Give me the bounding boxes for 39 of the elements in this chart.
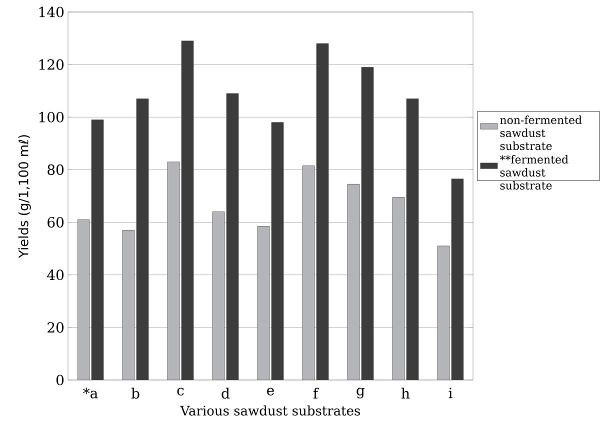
legend-label: non-fermented sawdust substrate (500, 116, 582, 150)
bar (392, 197, 405, 380)
bar (347, 184, 360, 380)
bar (316, 43, 329, 380)
bar (361, 67, 374, 380)
x-tick-label: *a (83, 388, 98, 398)
x-tick-label: i (448, 388, 452, 398)
y-tick-label: 0 (56, 374, 64, 386)
bar (226, 93, 239, 380)
x-tick-label: c (177, 388, 184, 396)
bar (212, 212, 225, 380)
bar (271, 122, 284, 380)
y-tick-label: 100 (39, 112, 64, 122)
bar (122, 230, 135, 380)
y-tick-label: 140 (39, 6, 64, 18)
y-tick-label: 60 (48, 216, 64, 228)
bar (77, 219, 90, 380)
bar (91, 120, 104, 380)
bar (257, 226, 270, 380)
x-axis-title: Various sawdust substrates (180, 406, 360, 416)
bar (136, 98, 149, 380)
y-tick-label: 40 (47, 270, 64, 280)
y-tick-label: 120 (39, 59, 64, 70)
x-tick-label: g (356, 388, 365, 398)
bar (167, 162, 180, 380)
bar (451, 178, 464, 380)
x-tick-label: f (313, 388, 319, 398)
bar (181, 40, 194, 380)
legend-label: **fermented sawdust substrate (500, 155, 568, 190)
x-tick-label: e (267, 388, 274, 396)
y-tick-label: 80 (48, 164, 64, 176)
x-tick-label: h (401, 388, 410, 398)
bar (406, 98, 419, 380)
x-tick-label: b (131, 388, 140, 399)
x-tick-label: d (222, 388, 230, 399)
bar (437, 246, 450, 380)
y-tick-label: 20 (48, 322, 64, 333)
y-axis-title: Yields (g/1,100 mℓ) (18, 135, 31, 258)
bar (302, 166, 315, 380)
